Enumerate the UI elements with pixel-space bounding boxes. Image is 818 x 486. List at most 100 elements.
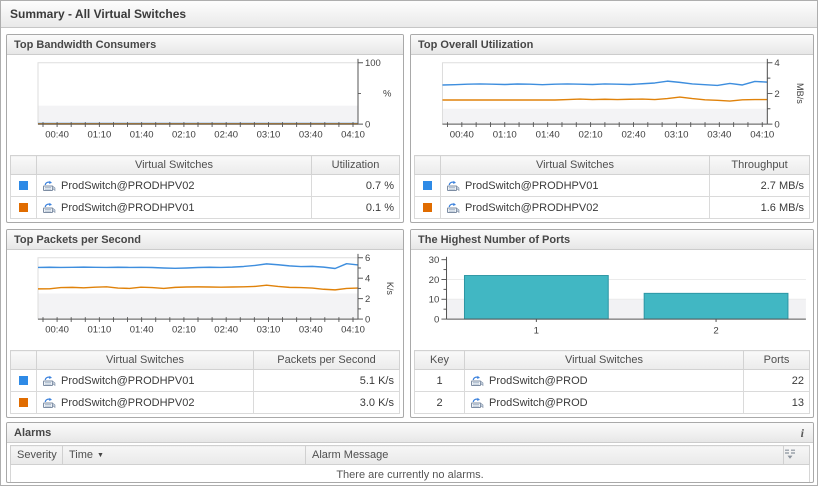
- switch-name-link[interactable]: ProdSwitch@PRODHPV01: [61, 201, 195, 214]
- info-icon[interactable]: i: [800, 425, 804, 440]
- panel-title: Top Overall Utilization: [418, 38, 534, 51]
- switch-name-link[interactable]: ProdSwitch@PRODHPV02: [61, 396, 195, 409]
- svg-text:4: 4: [774, 58, 779, 68]
- table-row[interactable]: ProdSwitch@PRODHPV01 2.7 MB/s: [414, 174, 810, 197]
- svg-text:%: %: [383, 88, 391, 98]
- packets-value: 5.1 K/s: [253, 369, 400, 392]
- alarms-header: Alarms i: [7, 423, 813, 443]
- svg-text:01:10: 01:10: [87, 325, 111, 335]
- svg-text:02:10: 02:10: [579, 130, 603, 140]
- throughput-value: 1.6 MB/s: [709, 196, 810, 219]
- svg-text:02:40: 02:40: [214, 325, 238, 335]
- switch-name-link[interactable]: ProdSwitch@PRODHPV02: [465, 201, 599, 214]
- svg-text:MB/s: MB/s: [795, 83, 805, 104]
- message-column-header[interactable]: Alarm Message: [305, 445, 784, 465]
- packets-chart-area[interactable]: 0 2 4 6 K/s 00:40 01:10 01:40 02:10 02:40 03:10 03:…: [7, 250, 403, 350]
- throughput-column-header: Throughput: [709, 155, 810, 175]
- ports-value: 22: [743, 369, 810, 392]
- time-column-header[interactable]: Time ▼: [62, 445, 306, 465]
- sort-desc-icon: ▼: [97, 451, 104, 459]
- svg-text:03:40: 03:40: [299, 325, 323, 335]
- utilization-value: 0.1 %: [311, 196, 400, 219]
- svg-text:03:40: 03:40: [299, 130, 323, 140]
- column-picker-icon[interactable]: [784, 448, 796, 460]
- svg-text:01:40: 01:40: [536, 130, 560, 140]
- ports-chart-area[interactable]: 1 2 0 10 20 30: [411, 250, 813, 350]
- table-row[interactable]: ProdSwitch@PRODHPV01 5.1 K/s: [10, 369, 400, 392]
- switches-column-header: Virtual Switches: [440, 155, 710, 175]
- table-row[interactable]: 1 ProdSwitch@PROD 22: [414, 369, 810, 392]
- throughput-value: 2.7 MB/s: [709, 174, 810, 197]
- panel-packets-per-second: Top Packets per Second 0 2 4 6 K/s 00:40 01:10…: [6, 229, 404, 418]
- column-picker-header[interactable]: [783, 445, 810, 465]
- panel-overall-utilization: Top Overall Utilization 0 2 4 MB/s 00:40 01:1…: [410, 34, 814, 223]
- svg-text:04:10: 04:10: [750, 130, 774, 140]
- panel-header-ports: The Highest Number of Ports: [411, 230, 813, 250]
- svg-text:K/s: K/s: [385, 282, 395, 295]
- svg-text:04:10: 04:10: [341, 130, 365, 140]
- virtual-switch-icon: [471, 397, 484, 408]
- svg-text:03:10: 03:10: [664, 130, 688, 140]
- packets-table: Virtual Switches Packets per Second Prod…: [10, 350, 400, 414]
- svg-text:02:10: 02:10: [172, 130, 196, 140]
- switch-name-link[interactable]: ProdSwitch@PROD: [489, 374, 588, 387]
- packets-column-header: Packets per Second: [253, 350, 400, 370]
- ports-table: Key Virtual Switches Ports 1 ProdSwitch@…: [414, 350, 810, 414]
- ports-column-header: Ports: [743, 350, 810, 370]
- svg-text:4: 4: [365, 274, 370, 284]
- utilization-column-header: Utilization: [311, 155, 400, 175]
- alarms-header-row: Severity Time ▼ Alarm Message: [10, 445, 810, 465]
- table-header-row: Virtual Switches Throughput: [414, 155, 810, 175]
- utilization-chart-area[interactable]: 0 2 4 MB/s 00:40 01:10 01:40 02:10 02:40 03:10 03:…: [411, 55, 813, 155]
- series-color-swatch: [19, 376, 28, 386]
- panel-title: Top Bandwidth Consumers: [14, 38, 157, 51]
- severity-column-header[interactable]: Severity: [10, 445, 63, 465]
- switches-column-header: Virtual Switches: [36, 155, 312, 175]
- legend-column-header: [10, 350, 37, 370]
- table-row[interactable]: ProdSwitch@PRODHPV01 0.1 %: [10, 196, 400, 219]
- svg-text:2: 2: [365, 294, 370, 304]
- table-row[interactable]: ProdSwitch@PRODHPV02 1.6 MB/s: [414, 196, 810, 219]
- bandwidth-chart-area[interactable]: 0 100% 00:40 01:10 01:40 02:10 02:40 03:10 03:40…: [7, 55, 403, 155]
- panel-title: Top Packets per Second: [14, 233, 141, 246]
- svg-text:00:40: 00:40: [45, 325, 69, 335]
- panel-header-packets: Top Packets per Second: [7, 230, 403, 250]
- table-row[interactable]: ProdSwitch@PRODHPV02 0.7 %: [10, 174, 400, 197]
- svg-text:100: 100: [365, 58, 381, 68]
- svg-text:02:10: 02:10: [172, 325, 196, 335]
- svg-text:2: 2: [713, 326, 718, 336]
- svg-text:1: 1: [534, 326, 539, 336]
- key-column-header: Key: [414, 350, 465, 370]
- series-color-swatch: [423, 203, 432, 213]
- page-title-bar: Summary - All Virtual Switches: [1, 1, 817, 28]
- svg-text:01:40: 01:40: [130, 130, 154, 140]
- switches-column-header: Virtual Switches: [36, 350, 254, 370]
- svg-text:02:40: 02:40: [214, 130, 238, 140]
- panel-header-bandwidth: Top Bandwidth Consumers: [7, 35, 403, 55]
- virtual-switch-icon: [447, 202, 460, 213]
- svg-text:02:40: 02:40: [621, 130, 645, 140]
- alarms-table: Severity Time ▼ Alarm Message There are c…: [10, 445, 810, 482]
- no-alarms-message: There are currently no alarms.: [10, 464, 810, 482]
- ports-value: 13: [743, 391, 810, 414]
- svg-text:00:40: 00:40: [450, 130, 474, 140]
- utilization-line-chart[interactable]: 0 2 4 MB/s 00:40 01:10 01:40 02:10 02:40 03:10 03:…: [412, 57, 812, 149]
- svg-text:0: 0: [434, 315, 439, 325]
- switch-name-link[interactable]: ProdSwitch@PRODHPV01: [61, 374, 195, 387]
- table-row[interactable]: 2 ProdSwitch@PROD 13: [414, 391, 810, 414]
- panel-title: Alarms: [14, 426, 52, 439]
- series-color-swatch: [19, 203, 28, 213]
- switch-name-link[interactable]: ProdSwitch@PROD: [489, 396, 588, 409]
- bandwidth-line-chart[interactable]: 0 100% 00:40 01:10 01:40 02:10 02:40 03:10 03:40…: [8, 57, 402, 149]
- virtual-switch-icon: [43, 180, 56, 191]
- panel-title: The Highest Number of Ports: [418, 233, 571, 246]
- alarms-empty-row: There are currently no alarms.: [10, 464, 810, 482]
- switch-name-link[interactable]: ProdSwitch@PRODHPV02: [61, 179, 195, 192]
- packets-line-chart[interactable]: 0 2 4 6 K/s 00:40 01:10 01:40 02:10 02:40 03:10 03:…: [8, 252, 402, 344]
- svg-text:0: 0: [365, 315, 370, 325]
- table-row[interactable]: ProdSwitch@PRODHPV02 3.0 K/s: [10, 391, 400, 414]
- switch-name-link[interactable]: ProdSwitch@PRODHPV01: [465, 179, 599, 192]
- svg-text:01:10: 01:10: [87, 130, 111, 140]
- svg-text:0: 0: [774, 120, 779, 130]
